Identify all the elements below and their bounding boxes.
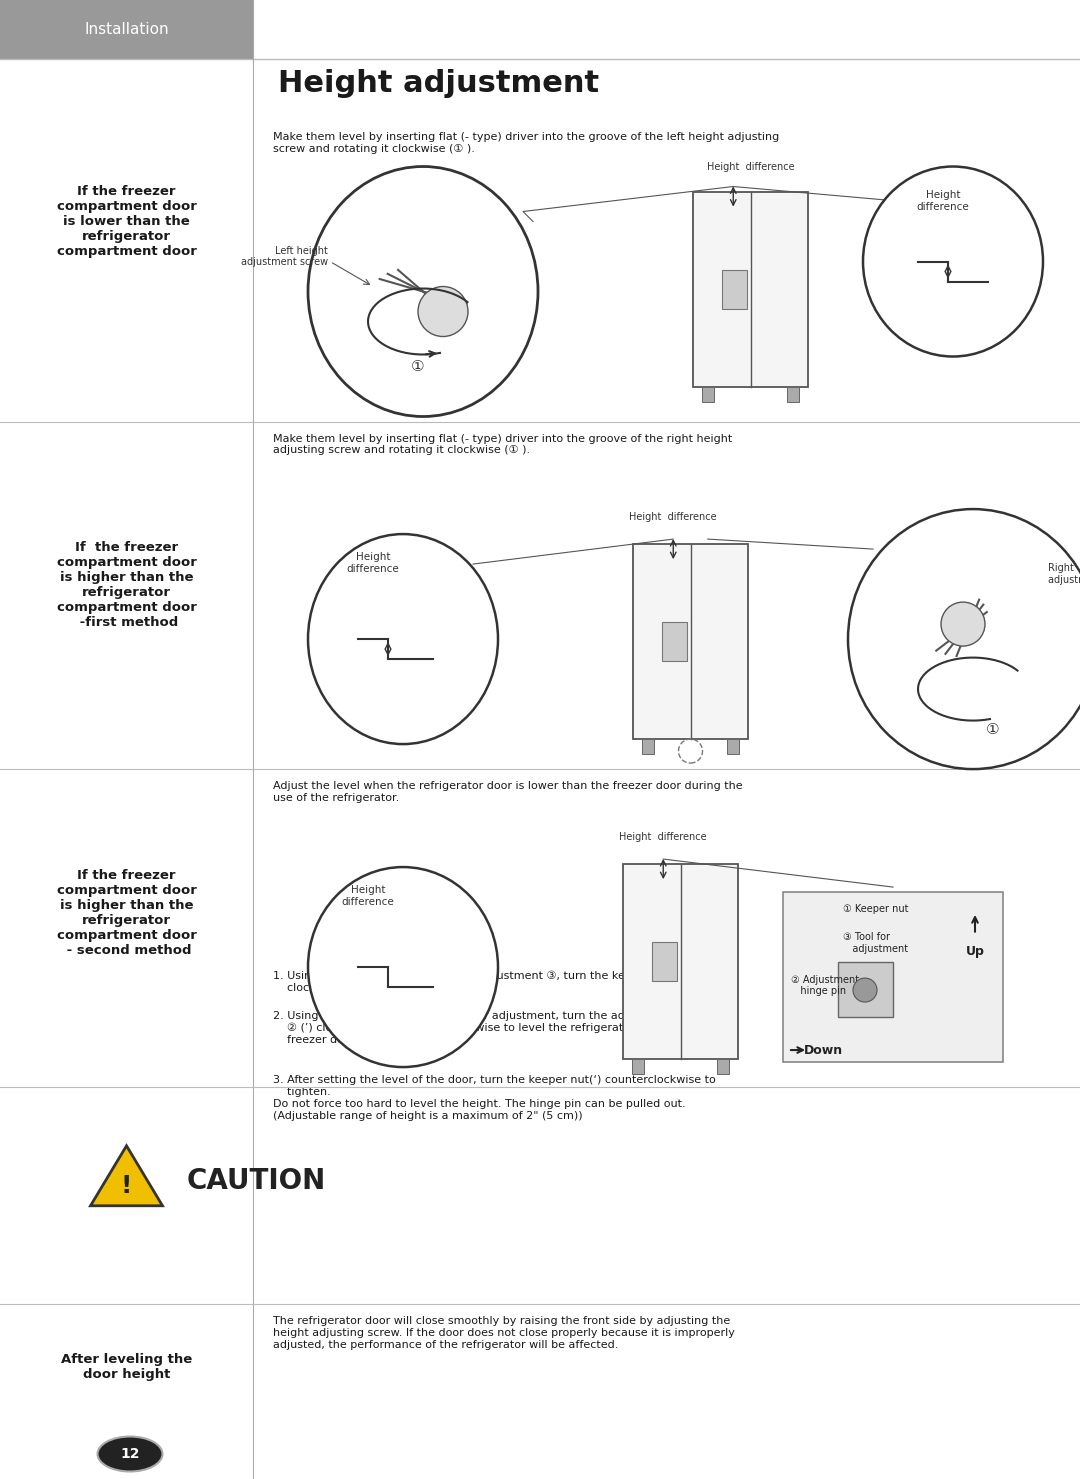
- Circle shape: [418, 287, 468, 337]
- Text: ①: ①: [986, 722, 1000, 737]
- Text: Make them level by inserting flat (- type) driver into the groove of the right h: Make them level by inserting flat (- typ…: [273, 433, 732, 456]
- Text: Height
difference: Height difference: [341, 886, 394, 907]
- FancyBboxPatch shape: [633, 544, 748, 740]
- Text: ①: ①: [411, 359, 424, 374]
- Text: ① Keeper nut: ① Keeper nut: [843, 904, 908, 914]
- Text: Left height
adjustment screw: Left height adjustment screw: [241, 246, 328, 268]
- Ellipse shape: [863, 167, 1043, 356]
- Text: Down: Down: [804, 1044, 842, 1056]
- Text: Height
difference: Height difference: [347, 553, 400, 574]
- Text: ② Adjustment
   hinge pin: ② Adjustment hinge pin: [791, 975, 859, 997]
- FancyBboxPatch shape: [721, 269, 747, 309]
- Circle shape: [941, 602, 985, 646]
- Text: ③ Tool for
   adjustment: ③ Tool for adjustment: [843, 932, 908, 954]
- Text: After leveling the
door height: After leveling the door height: [60, 1353, 192, 1381]
- Text: 3. After setting the level of the door, turn the keeper nut(‘) counterclockwise : 3. After setting the level of the door, …: [273, 1075, 716, 1097]
- Text: 1. Using the wide side of the tool for adjustment ③, turn the keeper nut ② (’’)
: 1. Using the wide side of the tool for a…: [273, 972, 705, 992]
- Text: Height adjustment: Height adjustment: [278, 70, 599, 98]
- FancyBboxPatch shape: [642, 740, 654, 754]
- Text: Adjust the level when the refrigerator door is lower than the freezer door durin: Adjust the level when the refrigerator d…: [273, 781, 743, 803]
- Text: 12: 12: [120, 1446, 139, 1461]
- Text: Right  height
adjustment screw: Right height adjustment screw: [1048, 563, 1080, 584]
- Ellipse shape: [848, 509, 1080, 769]
- FancyBboxPatch shape: [0, 0, 253, 59]
- FancyBboxPatch shape: [783, 892, 1003, 1062]
- Ellipse shape: [308, 534, 498, 744]
- Ellipse shape: [308, 167, 538, 417]
- Ellipse shape: [97, 1436, 162, 1472]
- Text: If the freezer
compartment door
is lower than the
refrigerator
compartment door: If the freezer compartment door is lower…: [56, 185, 197, 259]
- Circle shape: [853, 978, 877, 1003]
- Polygon shape: [91, 1146, 162, 1205]
- Text: Do not force too hard to level the height. The hinge pin can be pulled out.
(Adj: Do not force too hard to level the heigh…: [273, 1099, 686, 1121]
- Text: Height  difference: Height difference: [630, 512, 717, 522]
- FancyBboxPatch shape: [651, 942, 677, 981]
- Text: 2. Using the narrow side of the tool for adjustment, turn the adjustment hinge p: 2. Using the narrow side of the tool for…: [273, 1012, 730, 1046]
- Text: CAUTION: CAUTION: [187, 1167, 326, 1195]
- FancyBboxPatch shape: [662, 623, 687, 661]
- FancyBboxPatch shape: [632, 1059, 644, 1074]
- Text: Make them level by inserting flat (- type) driver into the groove of the left he: Make them level by inserting flat (- typ…: [273, 132, 780, 154]
- Text: Height  difference: Height difference: [706, 161, 794, 172]
- FancyBboxPatch shape: [623, 864, 738, 1059]
- Text: Height  difference: Height difference: [620, 833, 707, 842]
- Text: Installation: Installation: [84, 22, 168, 37]
- FancyBboxPatch shape: [702, 386, 714, 401]
- Text: Height
difference: Height difference: [917, 189, 970, 211]
- FancyBboxPatch shape: [693, 191, 808, 386]
- FancyBboxPatch shape: [717, 1059, 729, 1074]
- Text: If  the freezer
compartment door
is higher than the
refrigerator
compartment doo: If the freezer compartment door is highe…: [56, 541, 197, 629]
- FancyBboxPatch shape: [838, 961, 893, 1018]
- FancyBboxPatch shape: [787, 386, 799, 401]
- Text: Up: Up: [966, 945, 985, 958]
- FancyBboxPatch shape: [727, 740, 739, 754]
- Text: The refrigerator door will close smoothly by raising the front side by adjusting: The refrigerator door will close smoothl…: [273, 1316, 734, 1350]
- Text: !: !: [121, 1174, 132, 1198]
- Ellipse shape: [308, 867, 498, 1066]
- Text: If the freezer
compartment door
is higher than the
refrigerator
compartment door: If the freezer compartment door is highe…: [56, 870, 197, 957]
